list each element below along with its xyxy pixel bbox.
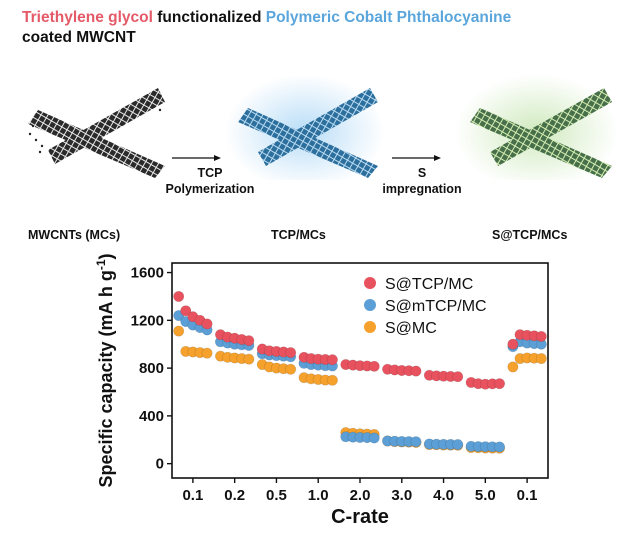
x-tick-label: 1.0 (308, 487, 329, 504)
title-part-3: Polymeric Cobalt Phthalocyanine (265, 9, 512, 26)
stage-label-s-tcp: S@TCP/MCs (492, 228, 568, 242)
y-axis-label: Specific capacity (mA h g-1) (94, 253, 116, 487)
data-point (494, 441, 506, 453)
stage-label-mwcnt: MWCNTs (MCs) (28, 228, 121, 242)
title-part-2: functionalized (152, 9, 266, 26)
arrow-1-label-line2: Polymerization (165, 182, 255, 196)
figure-title: Triethylene glycol functionalized Polyme… (22, 8, 622, 48)
arrow-1-label: TCP Polymerization (165, 165, 255, 197)
x-tick-label: 5.0 (475, 487, 496, 504)
data-point (285, 363, 297, 375)
data-point (452, 439, 464, 451)
mwcnt-illustration (28, 88, 165, 178)
arrow-2-label-line1: S (417, 166, 427, 180)
arrow-2-label-line2: impregnation (382, 182, 462, 196)
arrow-2-label: S impregnation (382, 165, 462, 197)
legend-label: S@TCP/MC (385, 276, 473, 293)
data-point (410, 365, 422, 377)
x-tick-label: 4.0 (433, 487, 454, 504)
y-tick-label: 0 (156, 456, 164, 473)
data-point (452, 371, 464, 383)
title-part-1: Triethylene glycol (22, 9, 153, 26)
legend-label: S@MC (385, 320, 437, 337)
data-point (243, 335, 255, 347)
data-point (180, 305, 192, 317)
arrow-1-head-icon (214, 155, 221, 161)
legend-marker (364, 321, 376, 333)
data-point (535, 330, 547, 342)
data-point (507, 338, 519, 350)
y-tick-label: 1600 (131, 265, 164, 282)
title-line-2: coated MWCNT (22, 29, 136, 46)
data-point (326, 354, 338, 366)
x-tick-label: 0.5 (266, 487, 287, 504)
y-tick-label: 800 (139, 360, 164, 377)
x-tick-label: 0.1 (182, 487, 203, 504)
data-point (201, 318, 213, 330)
data-point (201, 347, 213, 359)
x-tick-label: 0.1 (517, 487, 538, 504)
tcp-mwcnt-illustration (225, 74, 385, 180)
legend-marker (364, 299, 376, 311)
data-point (494, 378, 506, 390)
data-point (507, 361, 519, 373)
data-point (285, 347, 297, 359)
data-point (535, 353, 547, 365)
s-tcp-mwcnt-illustration (455, 74, 619, 180)
x-tick-label: 3.0 (391, 487, 412, 504)
arrow-2-head-icon (434, 155, 441, 161)
data-point (173, 290, 185, 302)
legend-label: S@mTCP/MC (385, 298, 487, 315)
legend-marker (364, 277, 376, 289)
synthesis-scheme (28, 74, 619, 180)
x-tick-label: 2.0 (350, 487, 371, 504)
arrow-1-label-line1: TCP (197, 166, 223, 180)
y-tick-label: 1200 (131, 312, 164, 329)
data-point (243, 353, 255, 365)
data-point (173, 325, 185, 337)
rate-capability-chart: 0 400 800 1200 1600 0.1 0.2 0.5 1.0 2.0 3.0 4.0 5.0 0… (94, 253, 549, 528)
x-tick-label: 0.2 (224, 487, 245, 504)
stage-label-tcp: TCP/MCs (271, 228, 326, 242)
data-point (368, 360, 380, 372)
data-point (410, 436, 422, 448)
x-axis-label: C-rate (331, 506, 389, 528)
data-point (368, 432, 380, 444)
y-tick-label: 400 (139, 408, 164, 425)
data-point (326, 374, 338, 386)
